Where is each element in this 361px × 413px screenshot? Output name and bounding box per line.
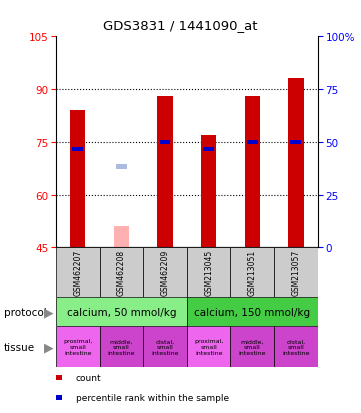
Text: protocol: protocol	[4, 307, 46, 317]
Bar	[143, 326, 187, 368]
Bar	[116, 165, 127, 169]
Text: GSM213057: GSM213057	[291, 249, 300, 296]
Bar	[70, 111, 86, 248]
Bar	[274, 326, 318, 368]
Bar	[160, 140, 170, 145]
Text: proximal,
small
intestine: proximal, small intestine	[63, 339, 92, 355]
Bar	[230, 326, 274, 368]
Bar	[274, 248, 318, 297]
Bar	[187, 248, 230, 297]
Bar	[56, 297, 187, 326]
Bar	[187, 326, 230, 368]
Bar	[56, 326, 100, 368]
Text: ▶: ▶	[44, 340, 53, 354]
Text: middle,
small
intestine: middle, small intestine	[108, 339, 135, 355]
Text: GSM462209: GSM462209	[161, 249, 170, 296]
Bar	[72, 147, 83, 152]
Bar	[203, 147, 214, 152]
Bar	[157, 97, 173, 248]
Text: GSM462207: GSM462207	[73, 249, 82, 296]
Text: GSM213045: GSM213045	[204, 249, 213, 296]
Bar	[114, 227, 129, 248]
Text: calcium, 50 mmol/kg: calcium, 50 mmol/kg	[67, 307, 176, 317]
Text: calcium, 150 mmol/kg: calcium, 150 mmol/kg	[194, 307, 310, 317]
Text: count: count	[76, 373, 101, 382]
Bar	[247, 140, 258, 145]
Bar	[100, 326, 143, 368]
Text: tissue: tissue	[4, 342, 35, 352]
Text: GSM462208: GSM462208	[117, 249, 126, 296]
Bar	[245, 97, 260, 248]
Bar	[187, 297, 318, 326]
Bar	[56, 248, 100, 297]
Text: GDS3831 / 1441090_at: GDS3831 / 1441090_at	[103, 19, 258, 31]
Bar	[288, 79, 304, 248]
Text: middle,
small
intestine: middle, small intestine	[239, 339, 266, 355]
Text: proximal,
small
intestine: proximal, small intestine	[194, 339, 223, 355]
Bar	[290, 140, 301, 145]
Text: percentile rank within the sample: percentile rank within the sample	[76, 393, 229, 402]
Text: distal,
small
intestine: distal, small intestine	[151, 339, 179, 355]
Text: ▶: ▶	[44, 305, 53, 318]
Text: distal,
small
intestine: distal, small intestine	[282, 339, 310, 355]
Bar	[100, 248, 143, 297]
Bar	[143, 248, 187, 297]
Text: GSM213051: GSM213051	[248, 249, 257, 296]
Bar	[230, 248, 274, 297]
Bar	[201, 135, 216, 248]
